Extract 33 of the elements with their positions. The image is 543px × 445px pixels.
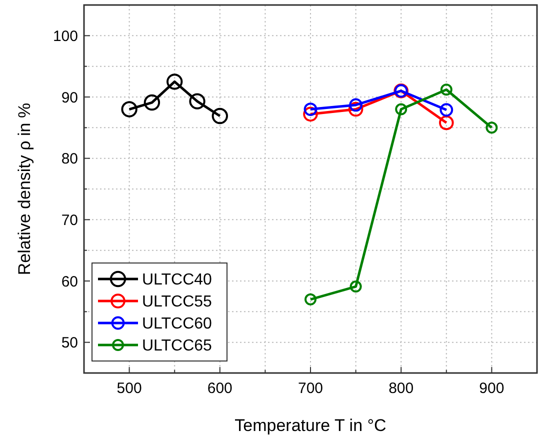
legend-label: ULTCC40 xyxy=(142,272,212,289)
point xyxy=(486,122,498,134)
x-tick-label: 600 xyxy=(207,380,232,397)
point xyxy=(395,103,408,116)
legend-label: ULTCC65 xyxy=(142,338,212,355)
point xyxy=(144,94,160,111)
x-tick-label: 900 xyxy=(479,380,504,397)
point xyxy=(349,98,362,112)
point xyxy=(304,102,318,116)
y-tick-label: 70 xyxy=(61,212,78,229)
y-tick-label: 60 xyxy=(61,273,78,290)
y-tick-label: 90 xyxy=(61,89,78,106)
point xyxy=(303,106,318,122)
point xyxy=(440,103,454,117)
x-tick-label: 800 xyxy=(388,380,414,397)
y-tick-label: 80 xyxy=(61,150,78,168)
x-axis-title: Temperature T in °C xyxy=(234,416,386,435)
y-tick-label: 100 xyxy=(52,28,78,45)
y-tick-label: 50 xyxy=(61,334,78,352)
point xyxy=(439,115,454,130)
legend-label: ULTCC60 xyxy=(142,316,212,333)
y-axis-title: Relative density ρ in % xyxy=(15,102,34,276)
x-tick-label: 500 xyxy=(116,380,142,397)
point xyxy=(212,108,228,124)
point xyxy=(189,93,206,110)
x-tick-label: 700 xyxy=(298,380,324,397)
point xyxy=(350,280,362,293)
point xyxy=(348,102,364,117)
point xyxy=(440,84,452,96)
legend-label: ULTCC55 xyxy=(142,294,212,311)
point xyxy=(166,74,183,90)
point xyxy=(304,293,316,306)
point xyxy=(121,101,138,118)
